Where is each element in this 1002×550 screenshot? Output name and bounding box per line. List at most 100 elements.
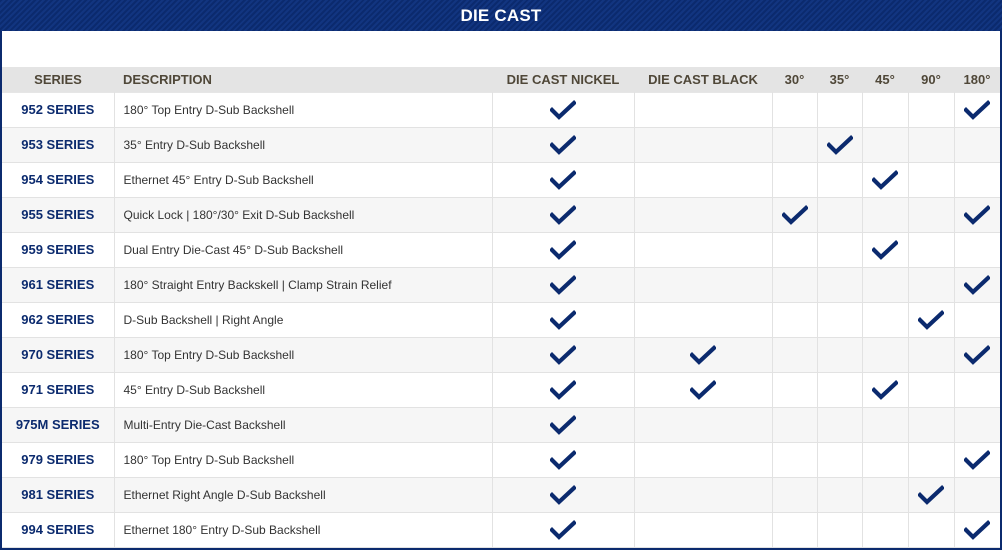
- series-link[interactable]: 961 SERIES: [2, 266, 115, 303]
- cell-die-cast-nickel: [491, 441, 635, 478]
- checkmark-icon: [690, 344, 716, 365]
- table-row: 959 SERIES Dual Entry Die-Cast 45° D-Sub …: [2, 231, 1000, 268]
- header-45: 45°: [862, 67, 908, 92]
- cell-35: [816, 336, 863, 373]
- description: 35° Entry D-Sub Backshell: [113, 126, 493, 163]
- cell-die-cast-black: [633, 196, 773, 233]
- cell-30: [771, 441, 818, 478]
- cell-180: [953, 266, 1000, 303]
- series-link[interactable]: 953 SERIES: [2, 126, 115, 163]
- table-row: 954 SERIES Ethernet 45° Entry D-Sub Backs…: [2, 161, 1000, 198]
- description: Multi-Entry Die-Cast Backshell: [113, 406, 493, 443]
- cell-30: [771, 336, 818, 373]
- checkmark-icon: [550, 484, 576, 505]
- checkmark-icon: [550, 239, 576, 260]
- table-row: 952 SERIES 180° Top Entry D-Sub Backshell: [2, 91, 1000, 128]
- cell-45: [861, 301, 909, 338]
- description: Ethernet Right Angle D-Sub Backshell: [113, 476, 493, 513]
- header-30: 30°: [772, 67, 817, 92]
- series-link[interactable]: 962 SERIES: [2, 301, 115, 338]
- series-link[interactable]: 981 SERIES: [2, 476, 115, 513]
- cell-die-cast-black: [633, 441, 773, 478]
- series-link[interactable]: 959 SERIES: [2, 231, 115, 268]
- table-row: 981 SERIES Ethernet Right Angle D-Sub Bac…: [2, 476, 1000, 513]
- cell-die-cast-nickel: [491, 476, 635, 513]
- cell-die-cast-black: [633, 371, 773, 408]
- series-link[interactable]: 955 SERIES: [2, 196, 115, 233]
- checkmark-icon: [964, 519, 991, 540]
- checkmark-icon: [550, 344, 576, 365]
- checkmark-icon: [550, 134, 576, 155]
- cell-30: [771, 231, 818, 268]
- series-link[interactable]: 979 SERIES: [2, 441, 115, 478]
- cell-die-cast-nickel: [491, 231, 635, 268]
- cell-die-cast-nickel: [491, 406, 635, 443]
- cell-90: [907, 231, 955, 268]
- cell-30: [771, 511, 818, 548]
- cell-45: [861, 336, 909, 373]
- checkmark-icon: [964, 99, 991, 120]
- cell-die-cast-black: [633, 511, 773, 548]
- description: Ethernet 45° Entry D-Sub Backshell: [113, 161, 493, 198]
- header-die-cast-nickel: DIE CAST NICKEL: [492, 67, 634, 92]
- header-90: 90°: [908, 67, 954, 92]
- cell-90: [907, 511, 955, 548]
- cell-30: [771, 476, 818, 513]
- cell-90: [907, 91, 955, 128]
- cell-die-cast-nickel: [491, 126, 635, 163]
- cell-180: [953, 406, 1000, 443]
- checkmark-icon: [550, 379, 576, 400]
- table-row: 970 SERIES 180° Top Entry D-Sub Backshell: [2, 336, 1000, 373]
- cell-30: [771, 196, 818, 233]
- cell-die-cast-black: [633, 406, 773, 443]
- cell-die-cast-nickel: [491, 161, 635, 198]
- cell-die-cast-black: [633, 266, 773, 303]
- checkmark-icon: [550, 204, 576, 225]
- table-row: 979 SERIES 180° Top Entry D-Sub Backshell: [2, 441, 1000, 478]
- cell-45: [861, 371, 909, 408]
- cell-180: [953, 301, 1000, 338]
- description: D-Sub Backshell | Right Angle: [113, 301, 493, 338]
- cell-45: [861, 91, 909, 128]
- cell-45: [861, 161, 909, 198]
- header-35: 35°: [817, 67, 862, 92]
- cell-35: [816, 476, 863, 513]
- series-link[interactable]: 975M SERIES: [2, 406, 115, 443]
- cell-90: [907, 196, 955, 233]
- cell-180: [953, 196, 1000, 233]
- checkmark-icon: [550, 274, 576, 295]
- description: 180° Top Entry D-Sub Backshell: [113, 441, 493, 478]
- cell-35: [816, 266, 863, 303]
- description: 180° Top Entry D-Sub Backshell: [113, 336, 493, 373]
- series-link[interactable]: 994 SERIES: [2, 511, 115, 548]
- series-link[interactable]: 971 SERIES: [2, 371, 115, 408]
- cell-35: [816, 511, 863, 548]
- cell-90: [907, 126, 955, 163]
- cell-die-cast-black: [633, 336, 773, 373]
- cell-35: [816, 406, 863, 443]
- cell-45: [861, 511, 909, 548]
- checkmark-icon: [964, 449, 991, 470]
- table-row: 961 SERIES 180° Straight Entry Backskell …: [2, 266, 1000, 303]
- cell-30: [771, 371, 818, 408]
- cell-90: [907, 476, 955, 513]
- series-link[interactable]: 970 SERIES: [2, 336, 115, 373]
- series-link[interactable]: 954 SERIES: [2, 161, 115, 198]
- header-series: SERIES: [2, 67, 114, 92]
- cell-die-cast-nickel: [491, 91, 635, 128]
- cell-die-cast-nickel: [491, 196, 635, 233]
- cell-180: [953, 231, 1000, 268]
- description: Quick Lock | 180°/30° Exit D-Sub Backshe…: [113, 196, 493, 233]
- series-link[interactable]: 952 SERIES: [2, 91, 115, 128]
- table-row: 971 SERIES 45° Entry D-Sub Backshell: [2, 371, 1000, 408]
- checkmark-icon: [550, 169, 576, 190]
- cell-die-cast-nickel: [491, 511, 635, 548]
- header-180: 180°: [954, 67, 1000, 92]
- cell-30: [771, 126, 818, 163]
- cell-35: [816, 196, 863, 233]
- cell-30: [771, 301, 818, 338]
- cell-180: [953, 476, 1000, 513]
- cell-90: [907, 266, 955, 303]
- cell-die-cast-nickel: [491, 336, 635, 373]
- cell-90: [907, 161, 955, 198]
